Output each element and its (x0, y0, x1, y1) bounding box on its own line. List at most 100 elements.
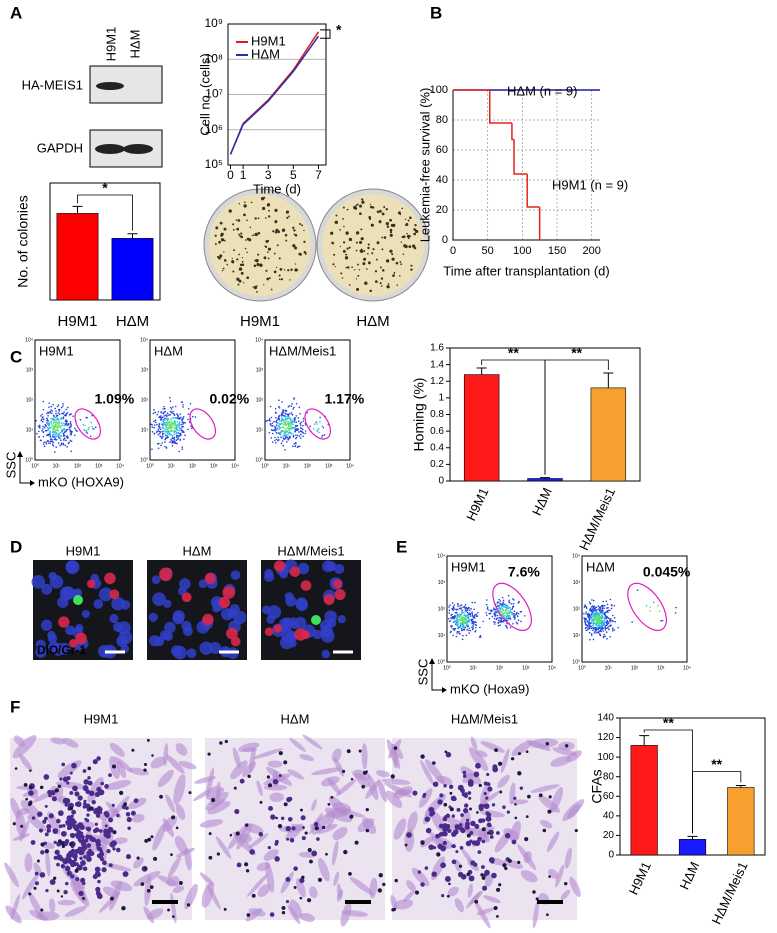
colony (414, 224, 416, 226)
colony (354, 207, 357, 210)
dark-cell (347, 749, 351, 753)
flow-event (505, 611, 507, 613)
flow-event (165, 414, 167, 416)
dark-cell (123, 802, 127, 806)
flow-event (465, 604, 467, 606)
colony-cell (28, 790, 34, 796)
flow-event (302, 431, 304, 433)
colony (360, 250, 363, 253)
flow-event (86, 430, 88, 432)
flow-event (181, 446, 183, 448)
flow-event (282, 440, 284, 442)
flow-event (153, 421, 155, 423)
flow-event (601, 627, 603, 629)
flow-event (164, 429, 166, 431)
flow-event (163, 428, 165, 430)
flow-event (487, 606, 489, 608)
flow-event (591, 606, 593, 608)
colony (236, 258, 238, 260)
colony (399, 275, 401, 277)
flow-event (293, 427, 295, 429)
error-bar (128, 234, 138, 239)
flow-tick-label: 10³ (26, 367, 34, 373)
colony (389, 250, 392, 253)
colony-cell (466, 819, 469, 822)
flow-tick-label: 10² (496, 665, 504, 671)
colony-cell (425, 816, 430, 821)
flow-event (597, 626, 599, 628)
colony-cell (35, 872, 39, 876)
flow-event (290, 420, 292, 422)
colony (238, 284, 240, 286)
colony-cell (73, 820, 77, 824)
gr1-cell (202, 614, 213, 625)
gr1-cell (301, 580, 312, 591)
flow-tick-label: 10¹ (605, 665, 613, 671)
flow-event (279, 424, 281, 426)
colony-cell (63, 798, 69, 804)
colony (375, 270, 377, 272)
colony-cell (95, 839, 99, 843)
legend-label: HΔM (251, 46, 280, 61)
flow-event (457, 614, 459, 616)
colony (360, 228, 362, 230)
dark-cell (268, 783, 272, 787)
nucleus (230, 604, 240, 614)
colony-cell (452, 844, 456, 848)
flow-event (473, 609, 475, 611)
flow-event (40, 415, 42, 417)
flow-event (592, 615, 594, 617)
flow-event (291, 403, 293, 405)
colony-cell (286, 826, 291, 831)
flow-event (509, 616, 511, 618)
colony-cell (86, 819, 89, 822)
flow-event (60, 435, 62, 437)
colony-cell (490, 835, 494, 839)
colony (413, 233, 416, 236)
colony (375, 280, 378, 283)
colony-cell (286, 900, 289, 903)
stromal-cell (25, 853, 33, 872)
flow-event (506, 626, 508, 628)
flow-event (165, 431, 167, 433)
dark-cell (391, 774, 395, 778)
flow-event (170, 439, 172, 441)
colony (220, 222, 223, 225)
colony (254, 260, 256, 262)
colony (287, 269, 289, 271)
dark-cell (40, 786, 44, 790)
flow-tick-label: 10¹ (470, 665, 478, 671)
dark-cell (244, 862, 248, 866)
gate-percent: 1.09% (95, 391, 135, 407)
y-tick-label: 80 (436, 114, 448, 126)
flow-tick-label: 10² (631, 665, 639, 671)
flow-event (456, 616, 458, 618)
nucleus (326, 561, 336, 571)
flow-event (594, 616, 596, 618)
flow-event (269, 432, 271, 434)
flow-event (494, 623, 496, 625)
colony-cell (487, 787, 492, 792)
flow-event (512, 612, 514, 614)
nucleus (65, 560, 78, 573)
flow-event (46, 443, 48, 445)
colony (233, 229, 235, 231)
flow-event (177, 438, 179, 440)
flow-x-axis-label: mKO (HOXA9) (38, 474, 124, 489)
flow-event (471, 627, 473, 629)
flow-event (154, 411, 156, 413)
colony (269, 277, 271, 279)
flow-event (162, 412, 164, 414)
nucleus (155, 637, 165, 647)
flow-event (608, 617, 610, 619)
flow-event (177, 414, 179, 416)
flow-event (184, 435, 186, 437)
flow-event (593, 622, 595, 624)
flow-event (507, 617, 509, 619)
flow-event (468, 620, 470, 622)
dark-cell (498, 883, 501, 886)
flow-tick-label: 10⁴ (346, 463, 354, 469)
flow-event (498, 619, 500, 621)
flow-event (59, 445, 61, 447)
flow-event (599, 610, 601, 612)
